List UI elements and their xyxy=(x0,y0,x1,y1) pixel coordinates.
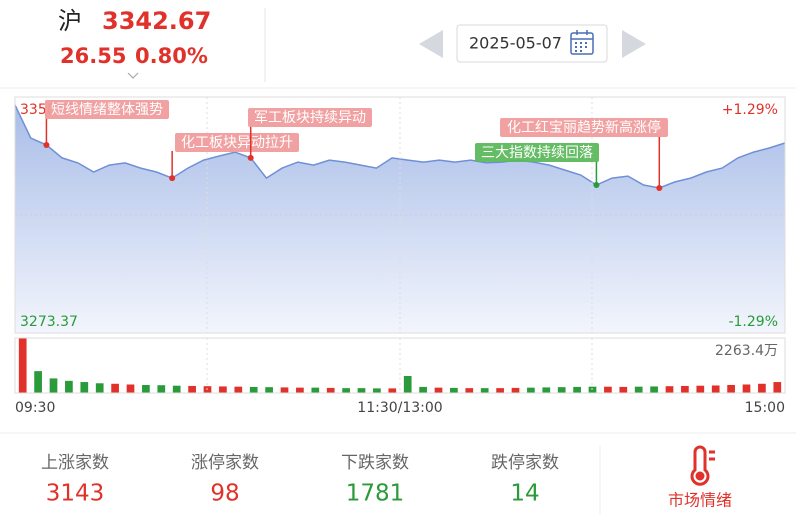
sentiment-label[interactable]: 市场情绪 xyxy=(668,491,732,510)
volume-bar xyxy=(142,384,150,393)
volume-bar xyxy=(219,386,227,393)
volume-bar xyxy=(434,387,443,393)
annotation-text: 化工红宝丽趋势新高涨停 xyxy=(507,119,661,136)
volume-bar xyxy=(542,387,551,393)
volume-bar xyxy=(696,385,705,393)
volume-bar xyxy=(465,388,474,393)
annotation-dot xyxy=(593,181,600,188)
change: 26.55 xyxy=(60,44,126,68)
next-day[interactable] xyxy=(622,30,646,58)
calendar-icon[interactable] xyxy=(570,30,594,55)
volume-bar xyxy=(326,387,335,393)
stat-label: 上涨家数 xyxy=(41,453,109,473)
annotation-dot xyxy=(247,154,254,161)
volume-bar xyxy=(18,338,27,393)
volume-bar xyxy=(496,388,504,393)
annotation-text: 军工板块持续异动 xyxy=(254,109,366,126)
x-tick-label: 09:30 xyxy=(15,400,55,416)
volume-bar xyxy=(711,385,720,393)
x-tick-label: 15:00 xyxy=(745,400,785,416)
stat-value: 14 xyxy=(510,481,539,507)
volume-bar xyxy=(126,384,135,393)
annotation-box xyxy=(475,143,599,162)
stat-label: 涨停家数 xyxy=(191,453,259,473)
y2-tick-label: +1.29% xyxy=(722,102,778,118)
volume-bar xyxy=(650,386,658,393)
volume-bar xyxy=(172,385,181,393)
volume-bar xyxy=(357,388,366,393)
annotation-text: 化工板块异动拉升 xyxy=(181,135,293,151)
volume-bar xyxy=(419,386,427,393)
stat-value: 98 xyxy=(210,481,239,507)
volume-bar xyxy=(450,387,458,393)
change-pct: 0.80% xyxy=(135,44,208,68)
volume-bar xyxy=(403,375,412,393)
volume-bar xyxy=(527,387,535,393)
stat-value: 3143 xyxy=(46,481,105,507)
annotation-dot xyxy=(43,141,50,148)
volume-bar xyxy=(65,380,73,393)
volume-bar xyxy=(342,388,350,393)
annotation-text: 短线情绪整体强势 xyxy=(51,102,163,118)
stat-value: 1781 xyxy=(346,481,405,507)
volume-bar xyxy=(388,388,397,393)
annotation-box xyxy=(175,133,299,152)
volume-bar xyxy=(265,387,273,393)
volume-bar xyxy=(634,386,643,393)
volume-bar xyxy=(311,387,320,393)
y2-tick-label: -1.29% xyxy=(728,314,778,330)
y-tick-label: 3273.37 xyxy=(20,314,78,330)
volume-bar xyxy=(742,384,751,393)
volume-bar xyxy=(111,383,119,393)
volume-bar xyxy=(280,387,289,393)
x-tick-label: 11:30/13:00 xyxy=(357,400,442,416)
annotation-box xyxy=(45,100,169,119)
overlay: 3273.373358.87-1.29%+1.29%09:3011:30/13:… xyxy=(15,100,785,416)
volume-bar xyxy=(234,386,243,393)
volume-bar xyxy=(480,388,489,393)
volume-bar xyxy=(249,386,258,393)
volume-tick-label: 2263.4万 xyxy=(715,343,778,359)
volume-bar xyxy=(773,382,782,393)
market: 沪 xyxy=(58,7,82,35)
volume-bar xyxy=(373,388,381,393)
volume-bar xyxy=(34,371,42,393)
volume-bar xyxy=(573,386,581,393)
annotation-dot xyxy=(656,185,663,192)
thermometer-icon[interactable] xyxy=(690,445,715,486)
stats: 上涨家数 3143 涨停家数 98 下跌家数 1781 跌停家数 14 xyxy=(41,453,559,507)
volume-bar xyxy=(95,383,104,393)
price: 3342.67 xyxy=(102,7,211,35)
volume-bar xyxy=(157,385,166,393)
volume-bar xyxy=(80,382,89,393)
volume-bar xyxy=(665,386,674,393)
volume-bar xyxy=(49,378,58,393)
prev-day[interactable] xyxy=(419,30,443,58)
annotation-box xyxy=(248,108,372,127)
stat-label: 下跌家数 xyxy=(341,453,409,473)
volume-bar xyxy=(188,385,196,393)
vertical-grid xyxy=(206,97,593,393)
volume-bar xyxy=(758,383,766,393)
date-box[interactable] xyxy=(456,24,608,63)
volume-bar xyxy=(681,385,689,393)
date: 2025-05-07 xyxy=(469,34,562,53)
volume-bar xyxy=(557,387,566,393)
stat-label: 跌停家数 xyxy=(491,453,559,473)
annotation-dot xyxy=(169,175,176,182)
volume-bar xyxy=(619,386,628,393)
volume-bar xyxy=(511,387,520,393)
expand-icon[interactable] xyxy=(127,72,139,79)
volume-bar xyxy=(727,384,735,393)
volume-bar xyxy=(296,387,304,393)
annotation-box xyxy=(500,118,668,137)
volume-bar xyxy=(604,386,612,393)
annotation-text: 三大指数持续回落 xyxy=(481,144,593,161)
